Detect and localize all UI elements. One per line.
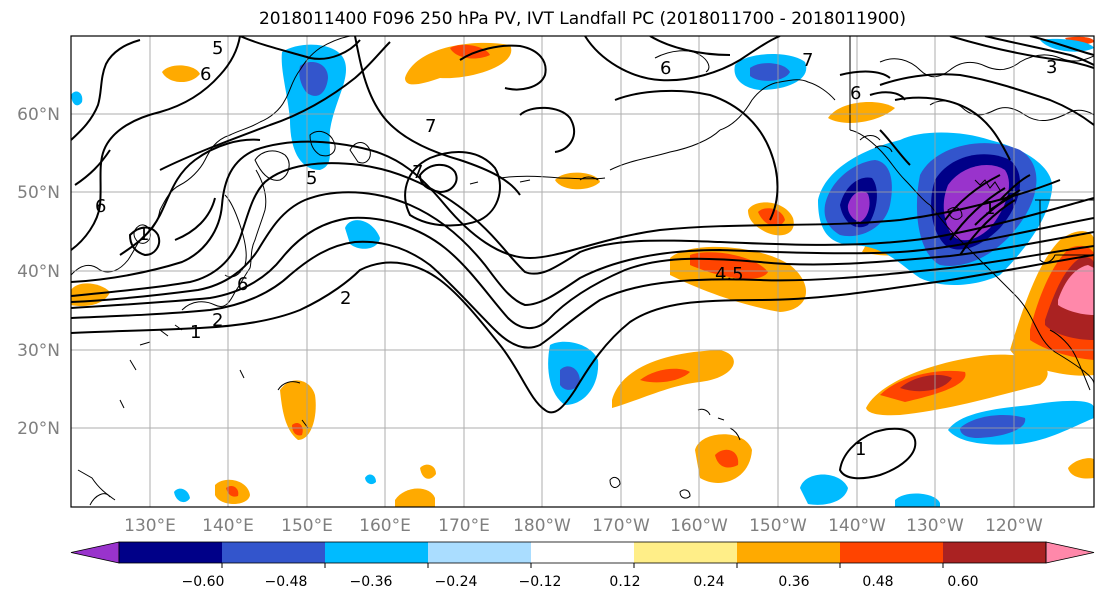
contour-label: 7 [425, 116, 436, 137]
lon-label: 130°E [124, 516, 176, 536]
lat-label: 30°N [17, 341, 60, 361]
colorbar-extend-max [1045, 541, 1095, 564]
contour-label: 5 [306, 168, 317, 189]
colorbar-tick-label: −0.48 [265, 574, 308, 590]
lon-label: 170°W [592, 516, 650, 536]
longitude-labels: 130°E 140°E 150°E 160°E 170°E 180°W 170°… [124, 516, 1043, 536]
lon-label: 150°E [281, 516, 333, 536]
lon-label: 120°W [985, 516, 1043, 536]
contour-label: 6 [237, 274, 248, 295]
colorbar-tick-label: −0.24 [435, 574, 478, 590]
colorbar-segment [840, 542, 944, 563]
colorbar: −0.60 −0.48 −0.36 −0.24 −0.12 0.12 0.24 … [70, 541, 1095, 590]
lat-label: 40°N [17, 262, 60, 282]
contour-label: 1 [138, 224, 149, 245]
contour-label: 7 [412, 162, 423, 183]
contour-label: 6 [200, 64, 211, 85]
colorbar-tick-label: 0.12 [609, 574, 640, 590]
contour-label: 4.5 [715, 264, 744, 285]
lat-label: 50°N [17, 183, 60, 203]
colorbar-segment [325, 542, 429, 563]
colorbar-segment [634, 542, 738, 563]
lon-label: 180°W [513, 516, 571, 536]
contour-label: 3 [1046, 57, 1057, 78]
lon-label: 160°W [670, 516, 728, 536]
colorbar-tick-label: −0.12 [519, 574, 562, 590]
contour-label: 1 [190, 322, 201, 343]
page-title: 2018011400 F096 250 hPa PV, IVT Landfall… [258, 9, 906, 29]
colorbar-frame [118, 541, 1047, 564]
colorbar-segment [222, 542, 326, 563]
colorbar-segment [737, 542, 841, 563]
lat-label: 20°N [17, 419, 60, 439]
contour-label: 1 [855, 439, 866, 460]
contour-label: 1 [984, 198, 995, 219]
lon-label: 140°W [828, 516, 886, 536]
contour-label: 6 [660, 58, 671, 79]
contour-label: 2 [212, 310, 223, 331]
colorbar-tick-label: 0.60 [947, 574, 978, 590]
contour-label: 6 [850, 83, 861, 104]
lon-label: 140°E [202, 516, 254, 536]
colorbar-segment [943, 542, 1047, 563]
colorbar-segment [531, 542, 635, 563]
latitude-labels: 60°N 50°N 40°N 30°N 20°N [17, 105, 60, 439]
lon-label: 170°E [438, 516, 490, 536]
colorbar-segment [428, 542, 532, 563]
lon-label: 160°E [359, 516, 411, 536]
colorbar-extend-min [70, 541, 120, 564]
contour-labels: 5 6 6 7 7 5 6 1 2 2 1 6 4.5 1 6 7 3 1 [95, 38, 1057, 460]
contour-label: 6 [95, 196, 106, 217]
lon-label: 150°W [749, 516, 807, 536]
lon-label: 130°W [906, 516, 964, 536]
colorbar-segment [119, 542, 223, 563]
map-frame [70, 35, 1095, 508]
colorbar-tick-label: −0.36 [350, 574, 393, 590]
contour-label: 7 [802, 50, 813, 71]
pv-contours [71, 36, 1094, 480]
colorbar-tick-label: 0.48 [862, 574, 893, 590]
colorbar-tick-label: −0.60 [182, 574, 225, 590]
colorbar-tick-label: 0.24 [693, 574, 724, 590]
lat-label: 60°N [17, 105, 60, 125]
colorbar-tick-label: 0.36 [778, 574, 809, 590]
contour-label: 2 [340, 288, 351, 309]
coastlines [71, 36, 1094, 506]
contour-label: 5 [212, 38, 223, 59]
